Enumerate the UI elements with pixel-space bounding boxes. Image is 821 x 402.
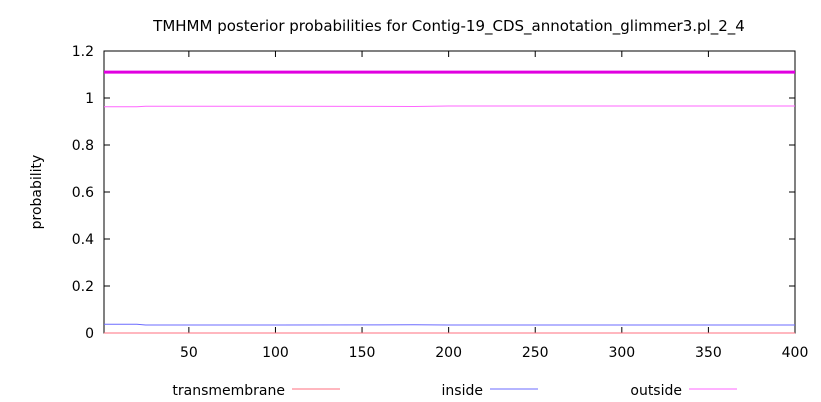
y-axis-label: probability bbox=[29, 155, 45, 230]
x-tick-label: 350 bbox=[695, 345, 722, 361]
y-tick-label: 0.6 bbox=[72, 185, 94, 201]
chart-title: TMHMM posterior probabilities for Contig… bbox=[152, 17, 745, 36]
x-tick-label: 100 bbox=[262, 345, 289, 361]
y-tick-label: 0.2 bbox=[72, 279, 94, 295]
y-tick-label: 1 bbox=[85, 91, 94, 107]
legend-label: transmembrane bbox=[172, 383, 285, 399]
legend: transmembrane inside outside bbox=[172, 383, 737, 399]
y-tick-label: 1.2 bbox=[72, 44, 94, 60]
series-line-outside bbox=[104, 105, 795, 108]
x-tick-label: 200 bbox=[435, 345, 462, 361]
plot-frame bbox=[103, 50, 796, 334]
legend-label: outside bbox=[630, 383, 682, 399]
y-tick-label: 0.8 bbox=[72, 138, 94, 154]
x-tick-label: 150 bbox=[349, 345, 376, 361]
y-tick-label: 0 bbox=[85, 326, 94, 342]
legend-label: inside bbox=[442, 383, 483, 399]
x-tick-label: 300 bbox=[608, 345, 635, 361]
x-tick-label: 250 bbox=[522, 345, 549, 361]
x-tick-label: 400 bbox=[782, 345, 809, 361]
series-line-inside bbox=[104, 323, 795, 326]
x-tick-label: 50 bbox=[180, 345, 198, 361]
y-tick-label: 0.4 bbox=[72, 232, 94, 248]
